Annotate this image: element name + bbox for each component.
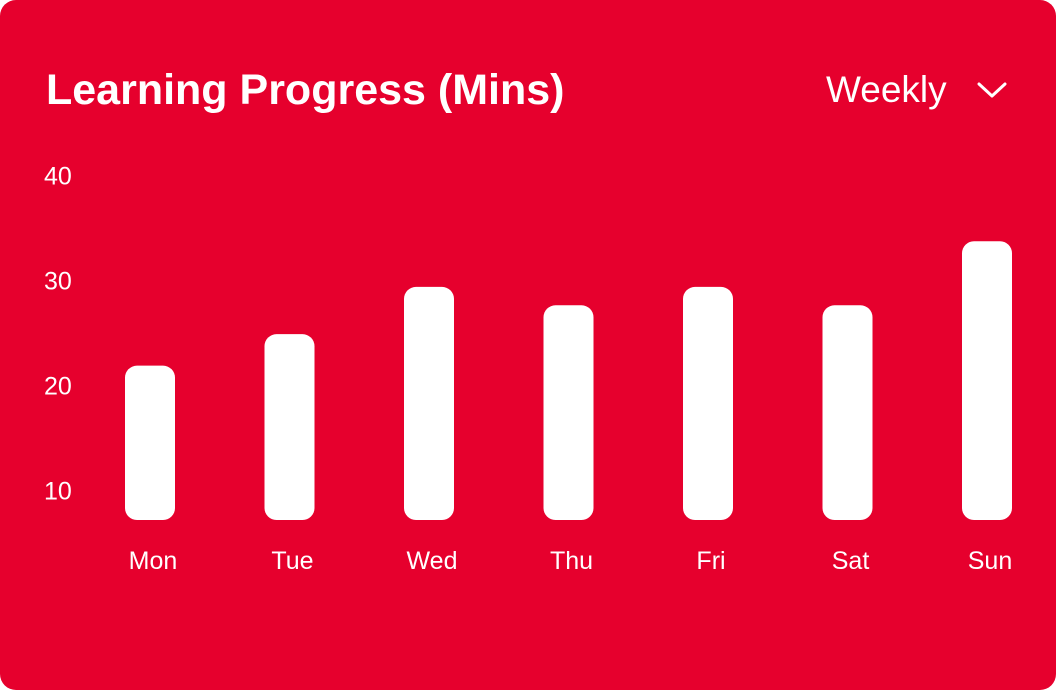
y-axis-ticks: 10 20 30 40 bbox=[44, 163, 72, 506]
chevron-down-icon bbox=[977, 80, 1007, 100]
x-tick-label-fri: Fri bbox=[696, 547, 725, 575]
x-tick-label-sat: Sat bbox=[832, 547, 870, 575]
bar-tue bbox=[264, 334, 315, 520]
bar-thu bbox=[543, 305, 594, 520]
bar-mon bbox=[125, 365, 175, 520]
bar-wed bbox=[404, 286, 454, 520]
x-tick-label-tue: Tue bbox=[271, 547, 313, 575]
y-tick-label: 10 bbox=[44, 478, 72, 506]
bar-sat bbox=[822, 305, 873, 520]
bar-fri bbox=[683, 286, 733, 520]
period-selected-value: Weekly bbox=[826, 69, 947, 110]
y-tick-label: 20 bbox=[44, 373, 72, 401]
x-tick-label-sun: Sun bbox=[968, 547, 1012, 575]
y-tick-label: 30 bbox=[44, 268, 72, 296]
x-tick-label-wed: Wed bbox=[407, 547, 458, 575]
y-tick-label: 40 bbox=[44, 163, 72, 191]
bars bbox=[125, 241, 1012, 520]
chart-title: Learning Progress (Mins) bbox=[46, 66, 565, 114]
bar-sun bbox=[962, 241, 1012, 520]
x-axis-labels: Mon Tue Wed Thu Fri Sat Sun bbox=[129, 547, 1013, 575]
x-tick-label-mon: Mon bbox=[129, 547, 178, 575]
period-dropdown[interactable]: Weekly bbox=[826, 64, 1007, 116]
x-tick-label-thu: Thu bbox=[550, 547, 593, 575]
